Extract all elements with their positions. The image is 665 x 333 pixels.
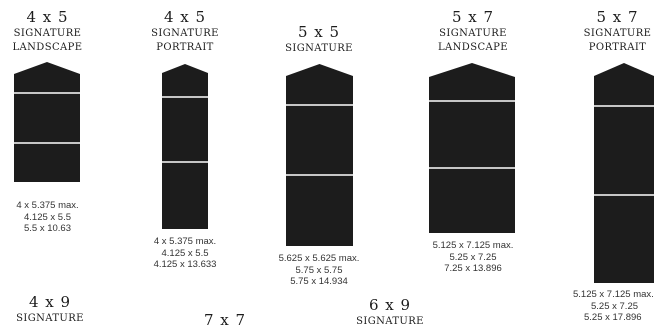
type-label: SIGNATURE <box>356 316 424 327</box>
envelope-diagram <box>14 62 80 182</box>
type-label: SIGNATURE <box>439 28 507 39</box>
dimension-envelope: 5.75 x 5.75 <box>295 264 343 276</box>
envelope-diagram <box>429 63 515 233</box>
dimension-envelope: 5.25 x 7.25 <box>591 300 639 312</box>
item-5x7-portrait: 5 x 7 SIGNATURE PORTRAIT 5.125 x 7.125 m… <box>570 0 665 333</box>
dimension-list: 4 x 5.375 max. 4.125 x 5.5 4.125 x 13.63… <box>135 236 235 271</box>
dimension-max: 4 x 5.375 max. <box>153 236 217 247</box>
item-6x9: 6 x 9 SIGNATURE <box>335 290 445 333</box>
envelope-diagram <box>594 63 654 283</box>
item-4x5-portrait: 4 x 5 SIGNATURE PORTRAIT 4 x 5.375 max. … <box>135 0 235 280</box>
dimension-flat: 5.5 x 10.63 <box>23 223 71 234</box>
item-5x5: 5 x 5 SIGNATURE 5.625 x 5.625 max. 5.75 … <box>264 0 374 300</box>
type-label: SIGNATURE <box>13 28 82 39</box>
size-title: 7 x 7 <box>203 311 247 329</box>
type-label-orientation: LANDSCAPE <box>12 42 83 53</box>
item-5x7-landscape: 5 x 7 SIGNATURE LANDSCAPE 5.125 x 7.125 … <box>413 0 533 290</box>
dimension-envelope: 4.125 x 5.5 <box>161 247 209 259</box>
dimension-max: 5.625 x 5.625 max. <box>278 253 360 264</box>
size-title: 5 x 7 <box>451 8 495 26</box>
type-label: SIGNATURE <box>16 313 84 324</box>
dimension-max: 5.125 x 7.125 max. <box>573 289 654 300</box>
dimension-list: 5.625 x 5.625 max. 5.75 x 5.75 5.75 x 14… <box>264 253 374 288</box>
envelope-diagram <box>162 64 208 229</box>
dimension-flat: 5.25 x 17.896 <box>584 312 642 323</box>
type-label: SIGNATURE <box>285 43 353 54</box>
envelope-body <box>162 64 208 229</box>
type-label-orientation: PORTRAIT <box>156 42 214 53</box>
dimension-flat: 5.75 x 14.934 <box>290 276 348 287</box>
size-title: 6 x 9 <box>368 296 412 314</box>
envelope-body <box>429 63 515 233</box>
type-label: SIGNATURE <box>583 28 652 39</box>
dimension-envelope: 4.125 x 5.5 <box>23 211 71 223</box>
envelope-diagram <box>286 64 353 246</box>
envelope-body <box>14 62 80 182</box>
dimension-list: 5.125 x 7.125 max. 5.25 x 7.25 7.25 x 13… <box>413 240 533 275</box>
envelope-body <box>594 63 654 283</box>
dimension-flat: 7.25 x 13.896 <box>444 263 502 274</box>
item-4x9: 4 x 9 SIGNATURE <box>0 290 100 333</box>
size-title: 4 x 5 <box>26 8 69 26</box>
size-title: 5 x 5 <box>297 23 341 41</box>
type-label-orientation: PORTRAIT <box>588 42 647 53</box>
dimension-max: 4 x 5.375 max. <box>16 200 79 211</box>
size-title: 5 x 7 <box>596 8 639 26</box>
type-label: SIGNATURE <box>151 28 219 39</box>
dimension-list: 5.125 x 7.125 max. 5.25 x 7.25 5.25 x 17… <box>573 289 665 324</box>
dimension-envelope: 5.25 x 7.25 <box>449 251 497 263</box>
item-4x5-landscape: 4 x 5 SIGNATURE LANDSCAPE 4 x 5.375 max.… <box>0 0 95 250</box>
envelope-body <box>286 64 353 246</box>
type-label-orientation: LANDSCAPE <box>438 42 508 53</box>
size-title: 4 x 5 <box>163 8 207 26</box>
dimension-max: 5.125 x 7.125 max. <box>432 240 514 251</box>
dimension-list: 4 x 5.375 max. 4.125 x 5.5 5.5 x 10.63 <box>0 200 95 235</box>
item-7x7: 7 x 7 <box>185 300 265 333</box>
size-title: 4 x 9 <box>28 293 72 311</box>
dimension-flat: 4.125 x 13.633 <box>153 259 217 270</box>
